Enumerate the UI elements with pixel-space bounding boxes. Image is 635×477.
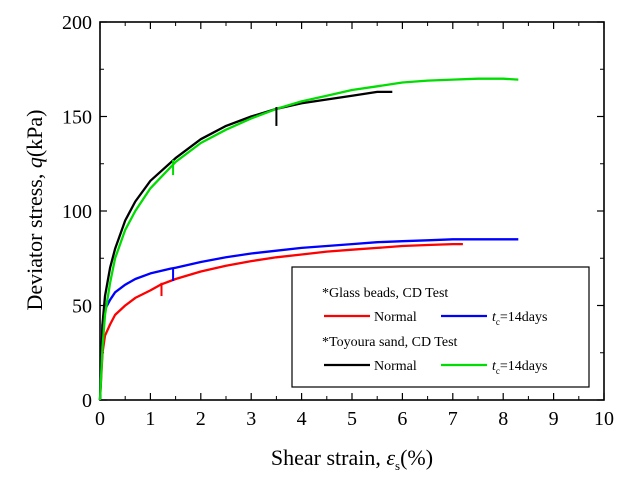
x-tick-label: 10 [594,408,614,430]
legend-label-sand-normal: Normal [374,359,417,374]
legend-aged-symbol: t [492,310,497,325]
x-axis-label-symbol: ε [386,445,395,470]
x-tick-label: 1 [145,408,155,430]
y-tick-label: 0 [82,390,92,412]
x-tick-label: 8 [498,408,508,430]
y-tick-label: 50 [72,296,92,318]
x-axis-label: Shear strain, εs(%) [271,445,433,473]
series-line-toyoura-sand-normal [98,90,393,401]
series-line-glass-beads-tc-14days [98,238,519,401]
x-tick-label: 6 [397,408,407,430]
legend: *Glass beads, CD Test Normal tc=14days *… [291,266,590,388]
x-tick-label: 9 [549,408,559,430]
x-axis-label-text: Shear strain, [271,445,386,470]
x-axis-label-unit: (%) [400,445,433,470]
y-axis-label-text: Deviator stress, [22,168,47,310]
legend-aged-symbol-2: t [492,359,497,374]
x-tick-label: 3 [246,408,256,430]
x-tick-label: 0 [95,408,105,430]
x-tick-label: 4 [297,408,307,430]
legend-label-glass-aged: tc=14days [492,310,547,327]
series-group [98,77,519,401]
legend-label-glass-normal: Normal [374,310,417,325]
series-line-toyoura-sand-tc-14days [98,77,519,401]
legend-aged-sub-2: c [496,366,500,376]
legend-group1-title: *Glass beads, CD Test [322,286,448,301]
y-axis-label-symbol: q [22,157,47,168]
series-line-glass-beads-normal [98,242,463,401]
legend-aged-value-2: =14days [500,359,548,374]
x-axis-label-sub: s [395,458,400,473]
legend-aged-sub: c [496,317,500,327]
legend-aged-value: =14days [500,310,548,325]
y-tick-label: 150 [62,107,92,129]
x-tick-label: 7 [448,408,458,430]
y-tick-label: 200 [62,12,92,34]
legend-label-sand-aged: tc=14days [492,359,547,376]
legend-group2-title: *Toyoura sand, CD Test [322,335,458,350]
x-tick-label: 5 [347,408,357,430]
y-axis-label-unit: (kPa) [22,109,47,157]
y-tick-label: 100 [62,201,92,223]
legend-box [291,266,590,388]
y-axis-label: Deviator stress, q(kPa) [22,109,47,310]
x-tick-label: 2 [196,408,206,430]
